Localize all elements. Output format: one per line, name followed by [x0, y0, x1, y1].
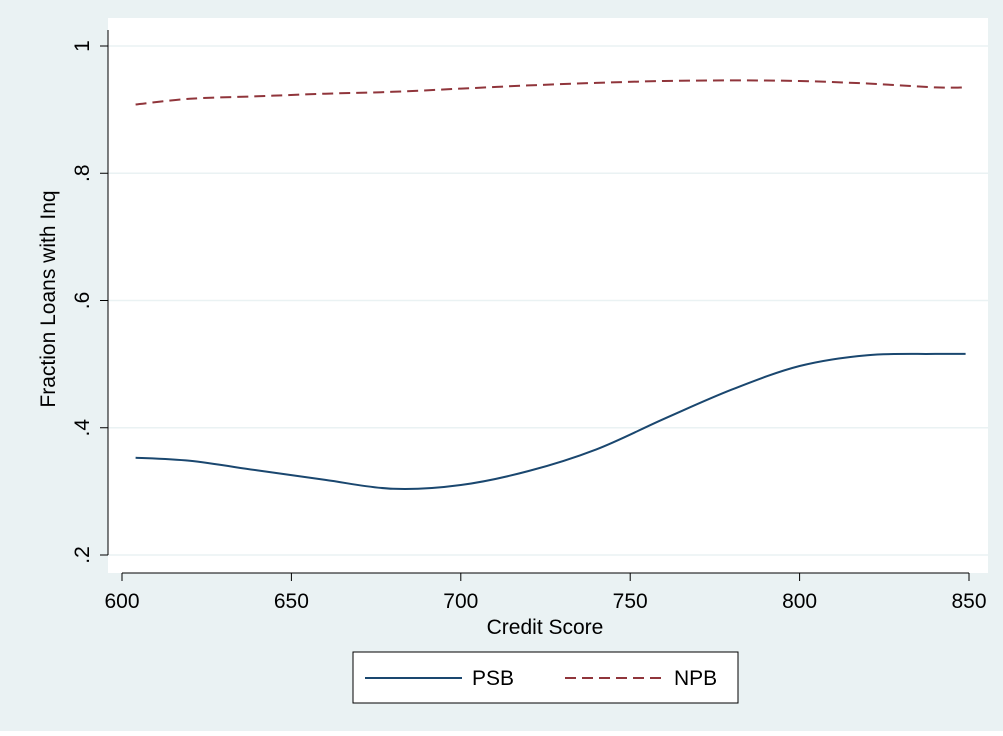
- x-tick-label: 650: [274, 590, 309, 613]
- legend: PSB NPB: [352, 651, 739, 704]
- x-axis-label: Credit Score: [487, 616, 604, 639]
- x-tick-label: 750: [613, 590, 648, 613]
- y-tick-label: .4: [71, 419, 94, 437]
- x-tick-label: 850: [951, 590, 986, 613]
- y-axis-ticks: .2 .4 .6 .8 1: [71, 40, 108, 564]
- y-tick-label: .2: [71, 546, 94, 564]
- legend-label-psb: PSB: [472, 667, 514, 690]
- y-tick-label: .6: [71, 292, 94, 310]
- x-tick-label: 700: [443, 590, 478, 613]
- x-axis-ticks: 600 650 700 750 800 850: [104, 573, 987, 613]
- series-layer: [135, 79, 966, 491]
- series-line-psb: [135, 352, 966, 491]
- y-tick-label: 1: [71, 40, 94, 52]
- x-tick-label: 800: [782, 590, 817, 613]
- legend-label-npb: NPB: [674, 667, 717, 690]
- gridlines: [108, 45, 988, 556]
- y-axis-label: Fraction Loans with Inq: [37, 190, 60, 407]
- plot-area: [108, 18, 988, 573]
- x-tick-label: 600: [104, 590, 139, 613]
- series-line-npb: [135, 79, 966, 106]
- y-tick-label: .8: [71, 164, 94, 182]
